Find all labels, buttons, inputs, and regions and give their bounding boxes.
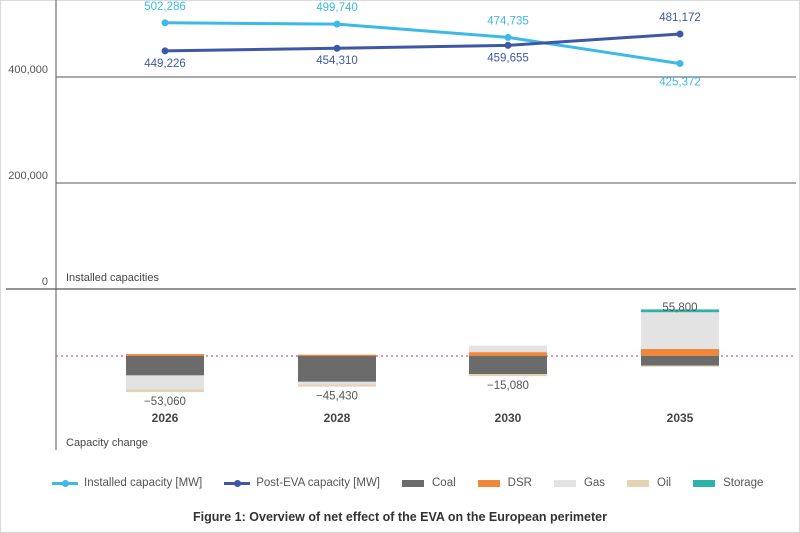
legend-marker: [693, 479, 716, 487]
bar-segment-coal: [641, 356, 719, 366]
bar-segment-oil: [298, 384, 376, 387]
legend: Installed capacity [MW] Post-EVA capacity…: [52, 474, 785, 492]
data-point: [161, 19, 169, 27]
data-point: [161, 47, 169, 55]
legend-marker: [52, 479, 78, 487]
data-point: [504, 33, 512, 41]
bar-total-label: 55,800: [662, 302, 697, 314]
legend-item: DSR: [477, 477, 532, 489]
x-category-label: 2028: [324, 411, 351, 425]
legend-label: DSR: [507, 477, 532, 489]
legend-item: Post-EVA capacity [MW]: [224, 477, 380, 489]
bar-segment-oil: [469, 374, 547, 377]
bar-segment-gas: [641, 312, 719, 349]
data-label: 449,226: [144, 58, 186, 70]
bar-segment-coal: [469, 356, 547, 375]
data-point: [333, 44, 341, 52]
legend-item: Storage: [693, 477, 763, 489]
legend-marker: [553, 479, 576, 487]
series-line: [164, 32, 681, 53]
legend-dot: [234, 479, 242, 487]
bar-segment-coal: [298, 356, 376, 382]
x-category-label: 2030: [495, 411, 522, 425]
bar-segment-dsr: [641, 348, 719, 356]
bar-segment-gas: [469, 345, 547, 353]
legend-item: Oil: [627, 477, 671, 489]
legend-marker: [627, 479, 650, 487]
bar-segment-dsr: [469, 352, 547, 356]
x-category-label: 2035: [667, 411, 694, 425]
bar-segment-oil: [126, 389, 204, 393]
figure-caption: Figure 1: Overview of net effect of the …: [193, 510, 607, 524]
bar-segment-coal: [126, 356, 204, 376]
y-tick-label: 400,000: [8, 64, 48, 76]
legend-label: Coal: [432, 477, 456, 489]
bar-total-label: −15,080: [487, 380, 529, 392]
data-label: 454,310: [316, 55, 358, 67]
data-point: [676, 30, 684, 38]
legend-marker: [477, 479, 500, 487]
y-tick-label: 0: [42, 276, 48, 288]
bar-segment-gas: [126, 375, 204, 390]
legend-item: Coal: [402, 477, 456, 489]
bar-total-label: −45,430: [316, 391, 358, 403]
data-label: 499,740: [316, 2, 358, 14]
data-label: 481,172: [659, 12, 701, 24]
legend-item: Gas: [553, 477, 606, 489]
legend-item: Installed capacity [MW]: [52, 477, 202, 489]
bar-segment-dsr: [126, 354, 204, 356]
legend-label: Oil: [657, 477, 672, 489]
bar-segment-storage: [641, 309, 719, 313]
data-label: 502,286: [144, 1, 186, 13]
data-point: [504, 41, 512, 49]
legend-label: Installed capacity [MW]: [84, 477, 203, 489]
series-line: [164, 21, 681, 66]
data-point: [333, 20, 341, 28]
bar-segment-oil: [641, 365, 719, 367]
y-tick-label: 200,000: [8, 170, 48, 182]
data-label: 474,735: [487, 15, 529, 27]
legend-marker: [224, 479, 251, 487]
panel-label-change: Capacity change: [66, 437, 148, 449]
bar-total-label: −53,060: [144, 396, 186, 408]
bar-segment-gas: [298, 381, 376, 385]
legend-marker: [402, 479, 424, 487]
legend-dot: [62, 479, 69, 487]
panel-label-installed: Installed capacities: [66, 272, 159, 284]
bar-segment-dsr: [298, 354, 376, 356]
legend-label: Gas: [583, 477, 606, 489]
data-point: [676, 60, 684, 68]
legend-label: Post-EVA capacity [MW]: [256, 477, 380, 489]
x-category-label: 2026: [152, 411, 179, 425]
legend-label: Storage: [723, 477, 764, 489]
data-label: 459,655: [487, 52, 529, 64]
data-label: 425,372: [659, 77, 701, 89]
